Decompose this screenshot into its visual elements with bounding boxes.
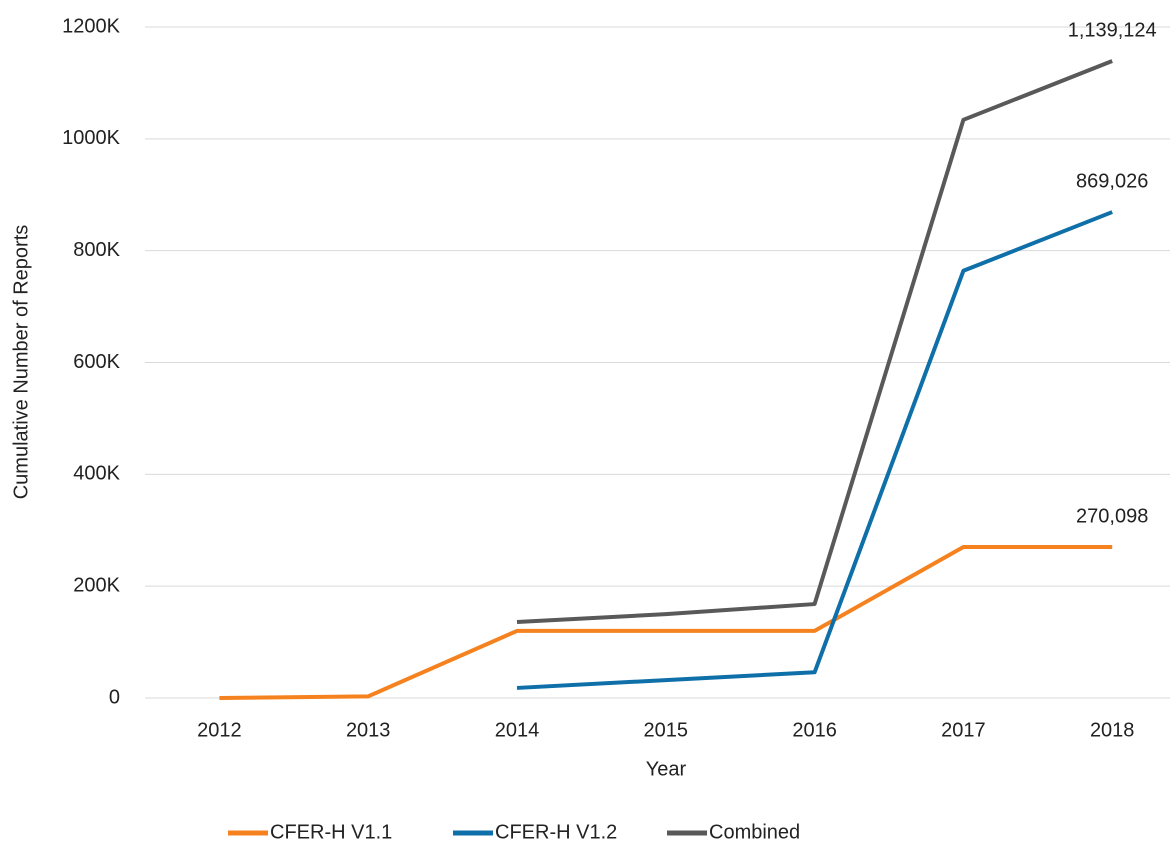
y-axis-title: Cumulative Number of Reports [10,225,32,500]
y-tick-label: 400K [73,463,120,485]
data-label: 1,139,124 [1068,19,1157,41]
y-tick-label: 1000K [62,127,120,149]
y-tick-label: 1200K [62,15,120,37]
x-tick-label: 2016 [792,719,837,741]
series-line [219,544,1113,700]
x-tick-label: 2013 [346,719,391,741]
x-axis-title: Year [646,758,687,780]
y-tick-label: 200K [73,574,120,596]
data-label: 869,026 [1076,170,1148,192]
y-tick-label: 0 [109,686,120,708]
x-tick-label: 2018 [1090,719,1135,741]
x-tick-label: 2012 [197,719,242,741]
y-tick-label: 800K [73,239,120,261]
legend-label: CFER-H V1.1 [270,821,392,843]
x-tick-label: 2015 [644,719,689,741]
data-label: 270,098 [1076,505,1148,527]
series-line [516,59,1113,624]
x-tick-label: 2017 [941,719,986,741]
legend-label: Combined [709,821,800,843]
x-tick-label: 2014 [495,719,540,741]
legend-label: CFER-H V1.2 [495,821,617,843]
series-line [516,210,1113,690]
y-tick-label: 600K [73,351,120,373]
